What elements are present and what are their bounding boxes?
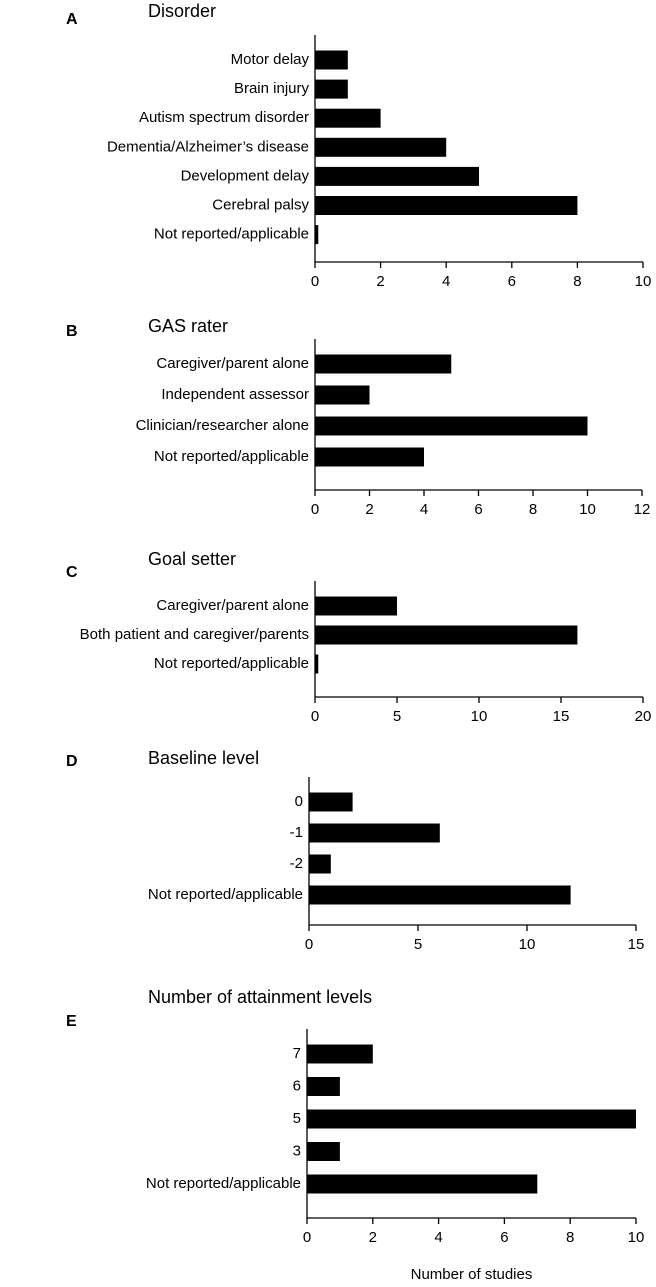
bar: [315, 137, 447, 157]
category-label: Not reported/applicable: [154, 226, 309, 243]
category-label: 0: [295, 793, 303, 810]
x-tick-label: 8: [529, 501, 537, 518]
panel-letter: A: [66, 11, 78, 28]
bar: [307, 1174, 538, 1194]
x-tick-label: 6: [500, 1229, 508, 1246]
x-tick-label: 0: [303, 1229, 311, 1246]
category-label: -1: [290, 824, 303, 841]
bar: [315, 354, 452, 374]
bar: [315, 625, 578, 645]
bar: [309, 823, 440, 843]
bar: [315, 225, 319, 245]
category-label: -2: [290, 855, 303, 872]
bar: [315, 50, 348, 70]
bar: [307, 1044, 373, 1064]
category-label: Not reported/applicable: [148, 886, 303, 903]
x-tick-label: 4: [442, 273, 450, 290]
x-tick-label: 6: [508, 273, 516, 290]
x-tick-label: 5: [393, 708, 401, 725]
x-tick-label: 0: [305, 936, 313, 953]
panel-title: Number of attainment levels: [148, 987, 372, 1007]
x-tick-label: 20: [635, 708, 652, 725]
x-tick-label: 8: [573, 273, 581, 290]
bar: [315, 596, 397, 616]
x-tick-label: 2: [365, 501, 373, 518]
category-label: 6: [293, 1077, 301, 1094]
x-tick-label: 10: [635, 273, 652, 290]
bar: [315, 654, 319, 674]
category-label: 3: [293, 1142, 301, 1159]
panel-letter: B: [66, 323, 78, 340]
bar: [307, 1109, 636, 1129]
category-label: Caregiver/parent alone: [156, 597, 309, 614]
panel-title: GAS rater: [148, 316, 228, 336]
x-tick-label: 15: [628, 936, 645, 953]
x-tick-label: 0: [311, 708, 319, 725]
category-label: Cerebral palsy: [212, 196, 309, 213]
x-tick-label: 15: [553, 708, 570, 725]
category-label: Clinician/researcher alone: [136, 417, 309, 434]
category-label: Independent assessor: [161, 386, 309, 403]
x-tick-label: 12: [634, 501, 651, 518]
x-tick-label: 10: [628, 1229, 645, 1246]
bar: [307, 1077, 340, 1096]
bar: [309, 854, 331, 874]
bar: [315, 108, 381, 128]
panel-letter: D: [66, 753, 78, 770]
x-tick-label: 10: [471, 708, 488, 725]
bar: [315, 166, 479, 186]
category-label: Both patient and caregiver/parents: [80, 626, 309, 643]
x-axis-label: Number of studies: [411, 1266, 533, 1283]
category-label: 7: [293, 1045, 301, 1062]
category-label: Caregiver/parent alone: [156, 355, 309, 372]
category-label: Brain injury: [234, 80, 310, 97]
x-tick-label: 2: [376, 273, 384, 290]
x-tick-label: 8: [566, 1229, 574, 1246]
bar: [307, 1142, 340, 1161]
x-tick-label: 10: [579, 501, 596, 518]
panel-title: Disorder: [148, 1, 216, 21]
panel-title: Goal setter: [148, 549, 236, 569]
bar: [309, 792, 353, 812]
x-tick-label: 0: [311, 273, 319, 290]
bar: [315, 196, 578, 215]
bar: [315, 416, 588, 436]
x-tick-label: 0: [311, 501, 319, 518]
panel-title: Baseline level: [148, 748, 259, 768]
category-label: Dementia/Alzheimer’s disease: [107, 138, 309, 155]
category-label: Not reported/applicable: [154, 448, 309, 465]
x-tick-label: 6: [474, 501, 482, 518]
category-label: Autism spectrum disorder: [139, 109, 309, 126]
x-tick-label: 10: [519, 936, 536, 953]
category-label: Development delay: [181, 167, 310, 184]
x-tick-label: 5: [414, 936, 422, 953]
bar: [315, 79, 348, 99]
category-label: Not reported/applicable: [146, 1175, 301, 1192]
x-tick-label: 2: [369, 1229, 377, 1246]
category-label: Not reported/applicable: [154, 655, 309, 672]
x-tick-label: 4: [434, 1229, 442, 1246]
category-label: 5: [293, 1110, 301, 1127]
panel-letter: C: [66, 564, 78, 581]
panel-letter: E: [66, 1013, 77, 1030]
bar: [315, 447, 424, 467]
x-tick-label: 4: [420, 501, 428, 518]
bar: [309, 885, 571, 905]
bar: [315, 385, 370, 405]
category-label: Motor delay: [231, 51, 310, 68]
